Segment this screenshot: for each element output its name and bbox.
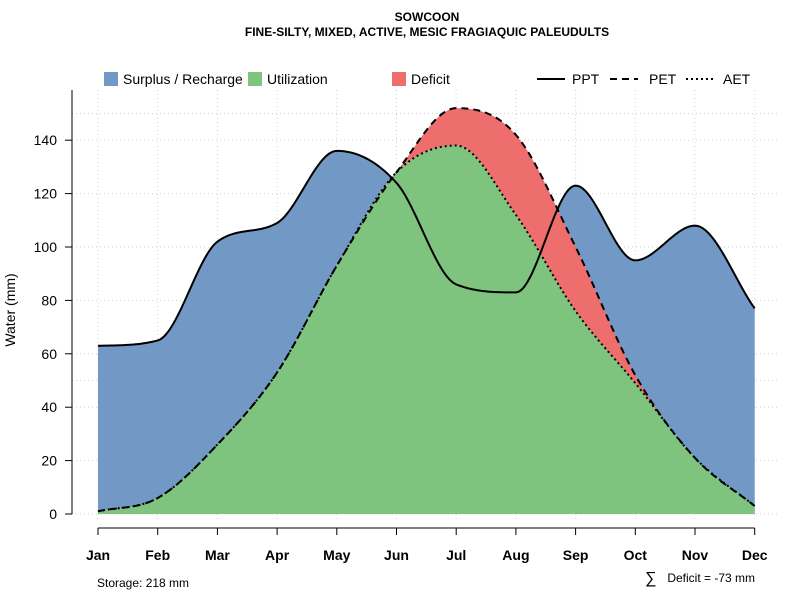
y-tick-label: 60	[41, 346, 57, 362]
sum-symbol: ∑	[645, 570, 656, 587]
legend-label-surplus: Surplus / Recharge	[123, 71, 243, 87]
y-tick-label: 140	[34, 132, 58, 148]
x-tick-label: Nov	[682, 547, 709, 563]
x-tick-label: Aug	[502, 547, 529, 563]
y-tick-label: 100	[34, 239, 58, 255]
storage-note: Storage: 218 mm	[97, 576, 189, 590]
y-tick-label: 120	[34, 186, 58, 202]
legend-swatch-utilization	[248, 72, 262, 86]
x-tick-label: Jun	[384, 547, 409, 563]
area-utilization	[98, 145, 755, 515]
y-tick-label: 20	[41, 453, 57, 469]
x-tick-label: Sep	[563, 547, 589, 563]
x-tick-label: Mar	[205, 547, 230, 563]
line-ppt	[97, 149, 756, 347]
legend-label-aet: AET	[723, 71, 751, 87]
chart-title: SOWCOON	[395, 10, 460, 24]
legend-swatch-deficit	[392, 72, 406, 86]
y-axis-label: Water (mm)	[2, 273, 18, 346]
deficit-sum-note: Deficit = -73 mm	[667, 571, 755, 585]
line-aet	[97, 144, 756, 513]
legend: Surplus / Recharge Utilization Deficit P…	[104, 71, 751, 87]
line-pet	[97, 107, 756, 513]
legend-label-utilization: Utilization	[267, 71, 328, 87]
x-tick-label: Dec	[742, 547, 768, 563]
x-tick-label: Jul	[446, 547, 466, 563]
y-tick-label: 80	[41, 292, 57, 308]
chart-subtitle: FINE-SILTY, MIXED, ACTIVE, MESIC FRAGIAQ…	[245, 25, 609, 39]
x-tick-label: May	[323, 547, 350, 563]
y-tick-label: 40	[41, 399, 57, 415]
x-tick-label: Jan	[86, 547, 110, 563]
legend-label-deficit: Deficit	[411, 71, 450, 87]
y-tick-label: 0	[49, 506, 57, 522]
x-tick-label: Apr	[265, 547, 290, 563]
legend-swatch-surplus	[104, 72, 118, 86]
y-axis: 0 20 40 60 80 100 120 140	[34, 90, 73, 522]
legend-label-ppt: PPT	[572, 71, 600, 87]
x-axis: Jan Feb Mar Apr May Jun Jul Aug Sep Oct Nov Dec	[86, 527, 768, 563]
legend-label-pet: PET	[649, 71, 677, 87]
x-tick-label: Oct	[624, 547, 648, 563]
x-tick-label: Feb	[145, 547, 170, 563]
